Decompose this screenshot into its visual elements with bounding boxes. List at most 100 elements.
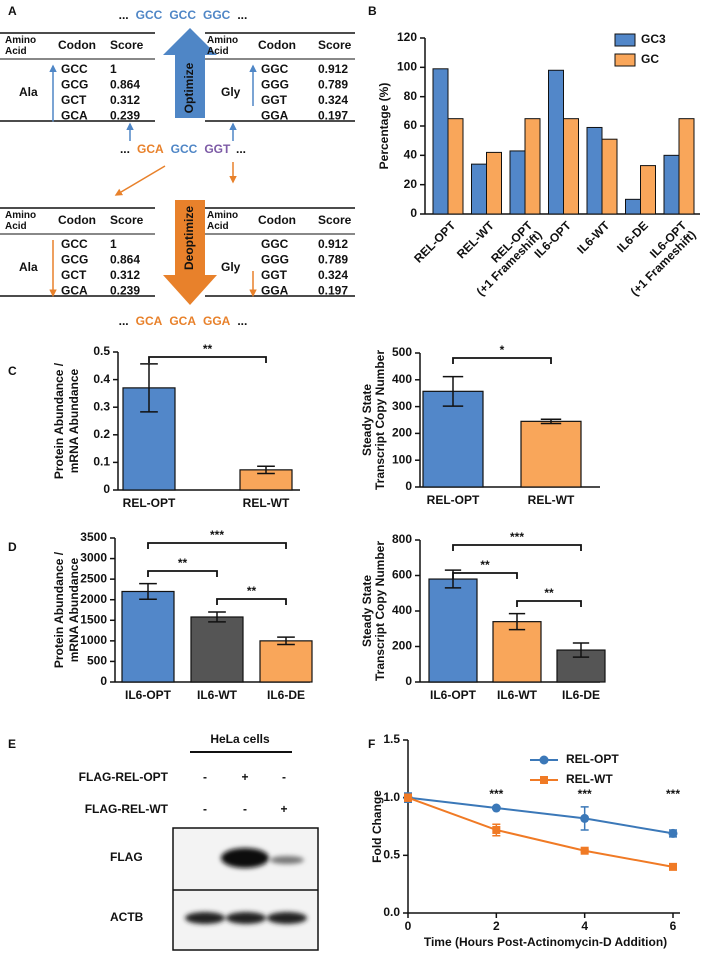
y-tick-label: 2500 [80, 571, 107, 585]
y-axis-label: mRNA Abundance [67, 557, 81, 662]
codon: GCA [61, 284, 88, 298]
y-axis-label: Transcript Copy Number [373, 541, 387, 681]
x-tick-label: 2 [493, 919, 500, 933]
bar [492, 621, 542, 683]
condition-sign: - [203, 802, 207, 816]
amino-acid: Gly [221, 85, 241, 99]
codon: GCA [137, 142, 164, 156]
codon: GCC [169, 8, 196, 22]
y-tick-label: 1.0 [383, 790, 400, 804]
codon: GCT [61, 268, 87, 282]
significance-bracket [147, 542, 287, 549]
codon: GCG [61, 253, 88, 267]
codon: GCA [136, 314, 163, 328]
codon: GCA [61, 109, 88, 123]
x-tick-label: REL-WT [528, 493, 575, 507]
y-axis-label: Steady State [360, 384, 374, 456]
bar [548, 69, 564, 215]
bar [428, 578, 478, 683]
score: 0.324 [318, 93, 348, 107]
condition-label: FLAG-REL-OPT [79, 770, 169, 784]
y-tick-label: 500 [392, 345, 412, 359]
score: 0.912 [318, 62, 348, 76]
y-tick-label: 40 [404, 148, 418, 162]
y-tick-label: 0 [100, 674, 107, 688]
blot-label: ACTB [110, 910, 144, 924]
blot-frame [172, 827, 319, 951]
codon-sequence: ... GCA GCC GGT... [120, 142, 246, 156]
bar [524, 118, 541, 215]
error-bar [508, 612, 526, 631]
score: 0.239 [110, 284, 140, 298]
error-bar [139, 582, 157, 601]
condition-label: FLAG-REL-WT [85, 802, 169, 816]
arrow-label: Optimize [182, 62, 196, 113]
y-tick-label: 200 [392, 426, 412, 440]
codon: GGG [261, 253, 289, 267]
line [407, 796, 674, 835]
y-tick-label: 2000 [80, 592, 107, 606]
amino-acid: Gly [221, 260, 241, 274]
significance-label: * [500, 343, 505, 357]
y-tick-label: 0 [405, 479, 412, 493]
bar [601, 138, 618, 215]
panel-label: E [8, 737, 16, 751]
table-header: Amino Acid [207, 35, 239, 57]
y-axis-label: Transcript Copy Number [373, 350, 387, 490]
table-header: Amino Acid [5, 210, 37, 232]
y-tick-label: 100 [392, 452, 412, 466]
condition-sign: - [243, 802, 247, 816]
x-tick-label: 6 [670, 919, 677, 933]
y-tick-label: 0.4 [93, 372, 110, 386]
codon: GCG [61, 78, 88, 92]
bar [432, 68, 449, 215]
y-tick-label: 60 [404, 118, 418, 132]
error-bar [540, 418, 562, 425]
line [407, 796, 674, 868]
bar [447, 118, 464, 215]
x-tick-label: IL6-DE [267, 688, 305, 702]
x-tick-label: REL-WT [243, 496, 290, 510]
x-tick-label: 4 [581, 919, 588, 933]
panel-label: A [8, 4, 17, 18]
y-tick-label: 0.3 [93, 399, 110, 413]
y-tick-label: 0 [405, 674, 412, 688]
score: 0.789 [318, 78, 348, 92]
x-tick-label: IL6-WT [574, 218, 613, 257]
x-tick-label: REL-OPT [123, 496, 176, 510]
codon: GCC [61, 237, 88, 251]
y-tick-label: 80 [404, 89, 418, 103]
y-tick-label: 3500 [80, 530, 107, 544]
significance-bracket [452, 572, 518, 579]
y-axis-label: Protein Abundance / [52, 551, 66, 668]
y-tick-label: 1.5 [383, 732, 400, 746]
x-tick-label: IL6-OPT [125, 688, 172, 702]
y-tick-label: 400 [392, 603, 412, 617]
y-tick-label: 20 [404, 177, 418, 191]
bar [663, 154, 680, 215]
score: 0.789 [318, 253, 348, 267]
blot-bands [185, 848, 307, 924]
x-tick-label: IL6-DE [562, 688, 600, 702]
legend-label: REL-OPT [566, 752, 619, 766]
codon: GGT [261, 93, 288, 107]
significance-label: ** [178, 556, 188, 570]
marker [580, 846, 589, 855]
bar [625, 198, 641, 215]
bar [422, 390, 484, 488]
bar [586, 126, 603, 215]
codon: GCA [169, 314, 196, 328]
optimize-arrow [163, 28, 217, 118]
codon: GGA [261, 284, 289, 298]
score: 0.864 [110, 78, 140, 92]
legend-marker [540, 776, 548, 784]
codon: GGC [261, 62, 289, 76]
error-bar [257, 465, 275, 475]
codon: ... [237, 8, 247, 22]
y-tick-label: 100 [397, 60, 417, 74]
significance-label: *** [210, 528, 224, 542]
table-header: Score [318, 38, 352, 52]
codon: GCT [61, 93, 87, 107]
score: 0.912 [318, 237, 348, 251]
